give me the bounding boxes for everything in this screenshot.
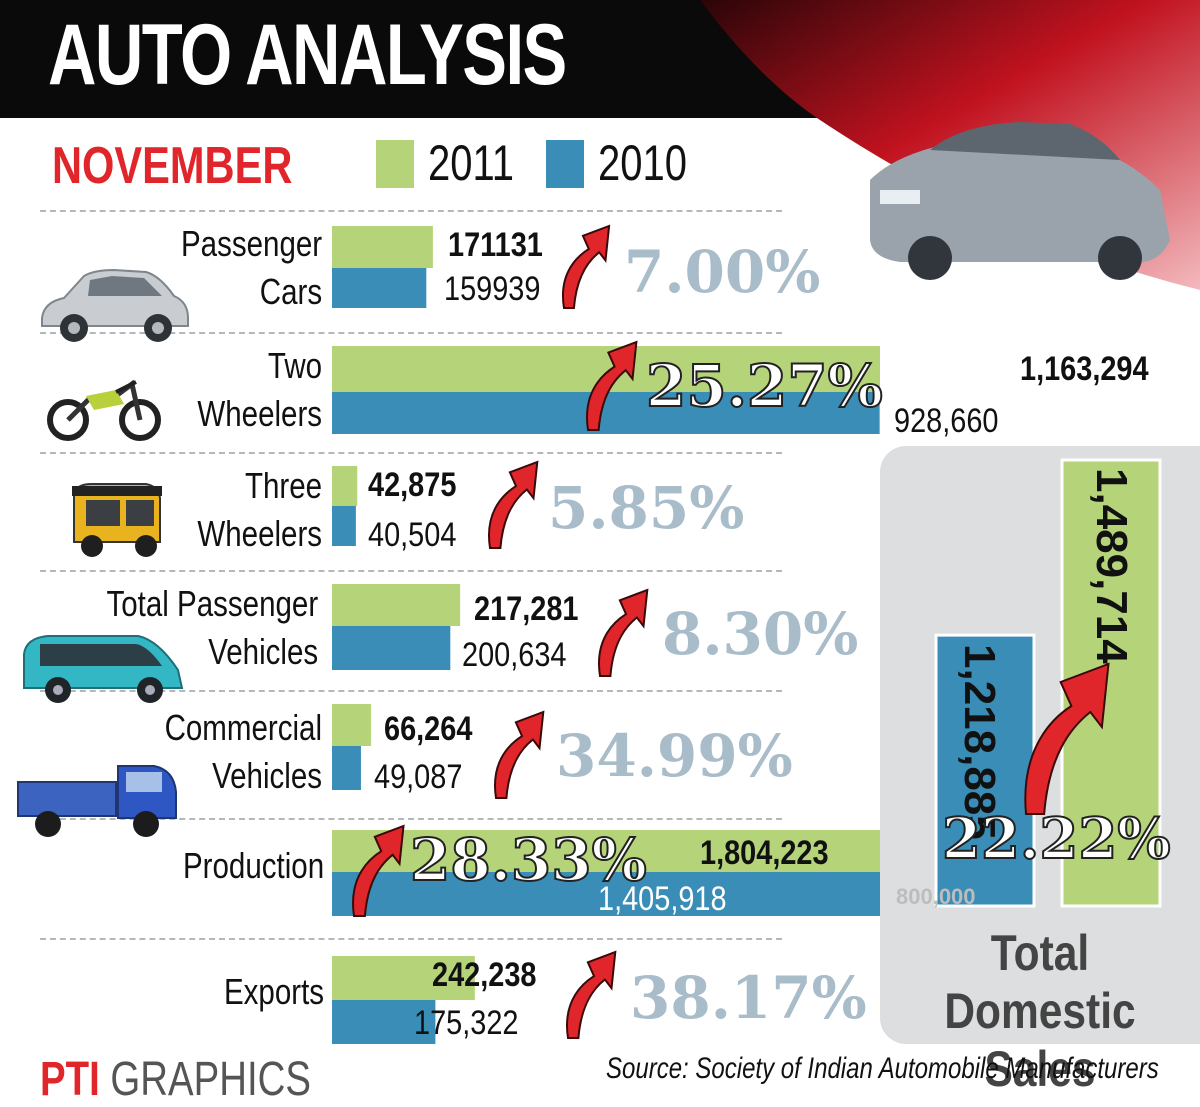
legend-swatch-2010: [546, 140, 584, 188]
bar-2011-exports: [332, 956, 475, 1000]
divider: [40, 818, 782, 820]
value-2010-three-wheelers: 40,504: [368, 516, 457, 554]
bar-2010-production: [332, 872, 880, 916]
up-arrow-icon: [561, 224, 611, 309]
source-note: Source: Society of Indian Automobile Man…: [606, 1052, 1159, 1085]
bar-2010-exports: [332, 1000, 436, 1044]
divider: [40, 332, 782, 334]
credit-prefix: PTI: [40, 1053, 100, 1106]
category-label-production: Production: [182, 845, 324, 886]
bar-2011-passenger-cars: [332, 226, 433, 268]
legend-label-2011: 2011: [428, 135, 515, 191]
category-label-two-wheelers: Two Wheelers: [197, 345, 322, 434]
up-arrow-icon: [586, 340, 638, 431]
month-label: NOVEMBER: [52, 137, 293, 195]
value-2010-passenger-cars: 159939: [444, 270, 541, 308]
change-production: 28.33%: [409, 825, 648, 895]
category-label-three-wheelers: Three Wheelers: [197, 465, 322, 554]
tds-change: 22.22%: [941, 805, 1172, 873]
bar-2010-three-wheelers: [332, 506, 356, 546]
value-2011-total-passenger-vehicles: 217,281: [474, 590, 579, 628]
van-icon: [23, 635, 184, 703]
tds-baseline-label: 800,000: [896, 884, 976, 909]
tds-value-2011: 1,489,714: [1087, 468, 1136, 664]
legend-label-2010: 2010: [598, 135, 687, 191]
value-2011-passenger-cars: 171131: [448, 226, 543, 264]
change-exports: 38.17%: [630, 964, 867, 1032]
credit-label: GRAPHICS: [110, 1053, 311, 1106]
value-2011-two-wheelers: 1,163,294: [1020, 350, 1149, 388]
divider: [40, 690, 782, 692]
value-2010-production: 1,405,918: [598, 880, 727, 918]
value-2011-exports: 242,238: [432, 956, 537, 994]
legend-swatch-2011: [376, 140, 414, 188]
divider: [40, 452, 782, 454]
value-2010-total-passenger-vehicles: 200,634: [462, 636, 567, 674]
value-2011-three-wheelers: 42,875: [368, 466, 457, 504]
page-title: AUTO ANALYSIS: [48, 7, 567, 103]
main-bar-chart: [332, 224, 880, 1044]
value-2011-production: 1,804,223: [700, 834, 829, 872]
change-three-wheelers: 5.85%: [548, 474, 745, 542]
car-photo: [700, 0, 1200, 290]
up-arrow-icon: [566, 950, 617, 1039]
divider: [40, 570, 782, 572]
category-label-exports: Exports: [223, 971, 324, 1012]
change-two-wheelers: 25.27%: [645, 351, 884, 421]
change-passenger-cars: 7.00%: [624, 238, 821, 306]
up-arrow-icon: [598, 588, 649, 677]
bar-2010-commercial-vehicles: [332, 746, 361, 790]
truck-icon: [17, 765, 177, 837]
bar-2011-three-wheelers: [332, 466, 358, 506]
sedan-car-icon: [41, 268, 189, 342]
change-total-passenger-vehicles: 8.30%: [662, 600, 859, 668]
up-arrow-icon: [488, 460, 539, 549]
value-2011-commercial-vehicles: 66,264: [384, 710, 473, 748]
up-arrow-icon: [352, 824, 405, 917]
change-commercial-vehicles: 34.99%: [556, 722, 793, 790]
divider: [40, 210, 782, 212]
divider: [40, 938, 782, 940]
tds-title: Total Domestic Sales: [944, 925, 1136, 1097]
auto-rickshaw-icon: [72, 483, 162, 557]
credit-logo: PTI GRAPHICS: [40, 1052, 311, 1107]
bar-2011-commercial-vehicles: [332, 704, 372, 746]
bar-2011-total-passenger-vehicles: [332, 584, 461, 626]
bar-2011-production: [332, 830, 880, 872]
bar-2010-total-passenger-vehicles: [332, 626, 451, 670]
value-2010-commercial-vehicles: 49,087: [374, 758, 463, 796]
bar-2010-passenger-cars: [332, 268, 427, 308]
value-2010-exports: 175,322: [414, 1004, 519, 1042]
category-label-total-passenger-vehicles: Total Passenger Vehicles: [106, 583, 318, 672]
motorcycle-icon: [47, 379, 161, 441]
category-label-passenger-cars: Passenger Cars: [180, 223, 322, 312]
up-arrow-icon: [494, 710, 545, 799]
category-label-commercial-vehicles: Commercial Vehicles: [164, 707, 322, 796]
value-2010-two-wheelers: 928,660: [894, 402, 999, 440]
